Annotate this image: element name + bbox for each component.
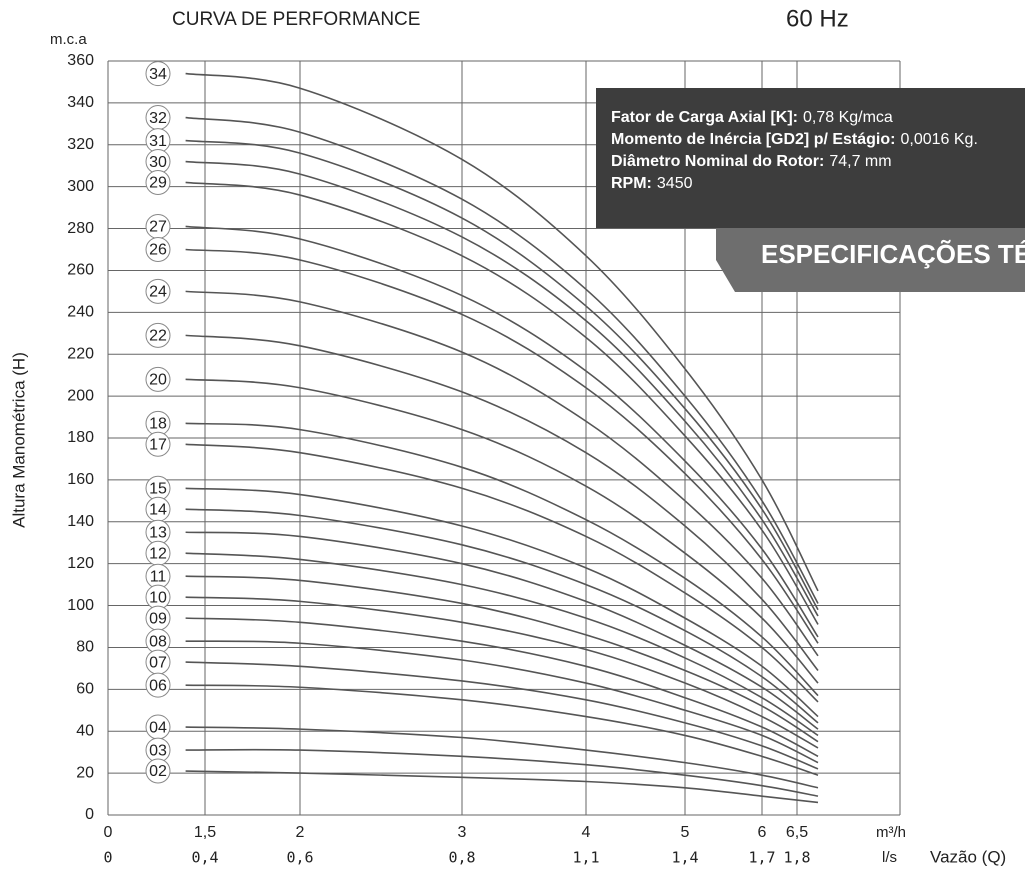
stage-label: 04 bbox=[149, 719, 167, 736]
x-tick-label: 5 bbox=[681, 824, 690, 841]
x2-tick-label: 1,8 bbox=[783, 849, 810, 867]
stage-label: 26 bbox=[149, 242, 167, 259]
info-line: RPM: 3450 bbox=[611, 175, 693, 192]
y-tick-label: 60 bbox=[76, 681, 94, 698]
x2-tick-label: 0,4 bbox=[191, 849, 218, 867]
x-tick-label: 2 bbox=[296, 824, 305, 841]
stage-label: 13 bbox=[149, 524, 167, 541]
stage-label: 27 bbox=[149, 219, 167, 236]
curve bbox=[186, 553, 818, 735]
stage-label: 03 bbox=[149, 742, 167, 759]
stage-label: 18 bbox=[149, 416, 167, 433]
curve bbox=[186, 576, 818, 741]
y-tick-label: 280 bbox=[67, 220, 94, 237]
curve bbox=[186, 291, 818, 655]
curve bbox=[186, 662, 818, 769]
y-tick-label: 0 bbox=[85, 806, 94, 823]
y-tick-label: 200 bbox=[67, 387, 94, 404]
curve bbox=[186, 488, 818, 716]
stage-label: 30 bbox=[149, 154, 167, 171]
curve bbox=[186, 226, 818, 637]
y-tick-label: 160 bbox=[67, 471, 94, 488]
stage-label: 08 bbox=[149, 633, 167, 650]
stage-label: 15 bbox=[149, 480, 167, 497]
stage-label: 10 bbox=[149, 589, 167, 606]
x-tick-label: 3 bbox=[458, 824, 467, 841]
stage-label: 09 bbox=[149, 610, 167, 627]
x2-tick-label: 0,8 bbox=[448, 849, 475, 867]
chart: CURVA DE PERFORMANCE 60 Hz m.c.a Altura … bbox=[0, 0, 1025, 871]
y-tick-label: 20 bbox=[76, 764, 94, 781]
info-value: 3450 bbox=[657, 175, 693, 192]
stage-label: 07 bbox=[149, 654, 167, 671]
x2-tick-label: 0 bbox=[103, 849, 112, 867]
info-value: 0,78 Kg/mca bbox=[803, 109, 893, 126]
info-value: 0,0016 Kg. bbox=[900, 131, 977, 148]
curve bbox=[186, 771, 818, 802]
banner: ESPECIFICAÇÕES TÉC bbox=[761, 239, 1025, 269]
x2-tick-label: 1,7 bbox=[748, 849, 775, 867]
stage-label: 12 bbox=[149, 545, 167, 562]
x2-tick-label: 0,6 bbox=[286, 849, 313, 867]
x-tick-label: 0 bbox=[104, 824, 113, 841]
info-value: 74,7 mm bbox=[829, 153, 891, 170]
chart-title: CURVA DE PERFORMANCE bbox=[172, 9, 420, 30]
curve bbox=[186, 509, 818, 723]
curve bbox=[186, 379, 818, 683]
y-tick-label: 120 bbox=[67, 555, 94, 572]
x-axis-label: Vazão (Q) bbox=[930, 847, 1006, 866]
y-tick-label: 40 bbox=[76, 722, 94, 739]
x-tick-label: 1,5 bbox=[194, 824, 216, 841]
info-line: Momento de Inércia [GD2] p/ Estágio: 0,00… bbox=[611, 131, 978, 148]
x2-tick-label: 1,1 bbox=[572, 849, 599, 867]
y-tick-label: 80 bbox=[76, 639, 94, 656]
stage-label: 14 bbox=[149, 501, 167, 518]
x-tick-label: 6,5 bbox=[786, 824, 808, 841]
stage-label: 32 bbox=[149, 110, 167, 127]
y-tick-label: 300 bbox=[67, 178, 94, 195]
stage-label: 22 bbox=[149, 328, 167, 345]
y-tick-label: 320 bbox=[67, 136, 94, 153]
x2-unit: l/s bbox=[882, 849, 897, 866]
y-tick-label: 180 bbox=[67, 429, 94, 446]
y-tick-label: 260 bbox=[67, 262, 94, 279]
info-line: Fator de Carga Axial [K]: 0,78 Kg/mca bbox=[611, 109, 893, 126]
stage-label: 29 bbox=[149, 175, 167, 192]
stage-label: 20 bbox=[149, 372, 167, 389]
stage-label: 34 bbox=[149, 66, 167, 83]
info-label: Diâmetro Nominal do Rotor: bbox=[611, 153, 824, 170]
info-label: Fator de Carga Axial [K]: bbox=[611, 109, 798, 126]
x-unit: m³/h bbox=[876, 824, 906, 841]
y-tick-label: 100 bbox=[67, 597, 94, 614]
x-tick-label: 6 bbox=[758, 824, 767, 841]
stage-label: 24 bbox=[149, 284, 167, 301]
stage-label: 06 bbox=[149, 677, 167, 694]
info-label: RPM: bbox=[611, 175, 652, 192]
info-box: ESPECIFICAÇÕES TÉC Fator de Carga Axial … bbox=[596, 88, 1025, 292]
x2-tick-label: 1,4 bbox=[671, 849, 698, 867]
y-tick-label: 140 bbox=[67, 513, 94, 530]
y-tick-label: 220 bbox=[67, 345, 94, 362]
y-tick-label: 360 bbox=[67, 52, 94, 69]
y-unit: m.c.a bbox=[50, 31, 87, 48]
stage-label: 17 bbox=[149, 437, 167, 454]
curve bbox=[186, 532, 818, 729]
y-tick-label: 240 bbox=[67, 304, 94, 321]
stage-label: 31 bbox=[149, 133, 167, 150]
y-tick-label: 340 bbox=[67, 94, 94, 111]
chart-subtitle: 60 Hz bbox=[786, 5, 849, 32]
info-line: Diâmetro Nominal do Rotor: 74,7 mm bbox=[611, 153, 892, 170]
curve bbox=[186, 597, 818, 748]
info-label: Momento de Inércia [GD2] p/ Estágio: bbox=[611, 131, 895, 148]
stage-label: 02 bbox=[149, 763, 167, 780]
y-axis-label: Altura Manométrica (H) bbox=[9, 352, 28, 528]
stage-label: 11 bbox=[150, 568, 167, 585]
x-tick-label: 4 bbox=[582, 824, 591, 841]
